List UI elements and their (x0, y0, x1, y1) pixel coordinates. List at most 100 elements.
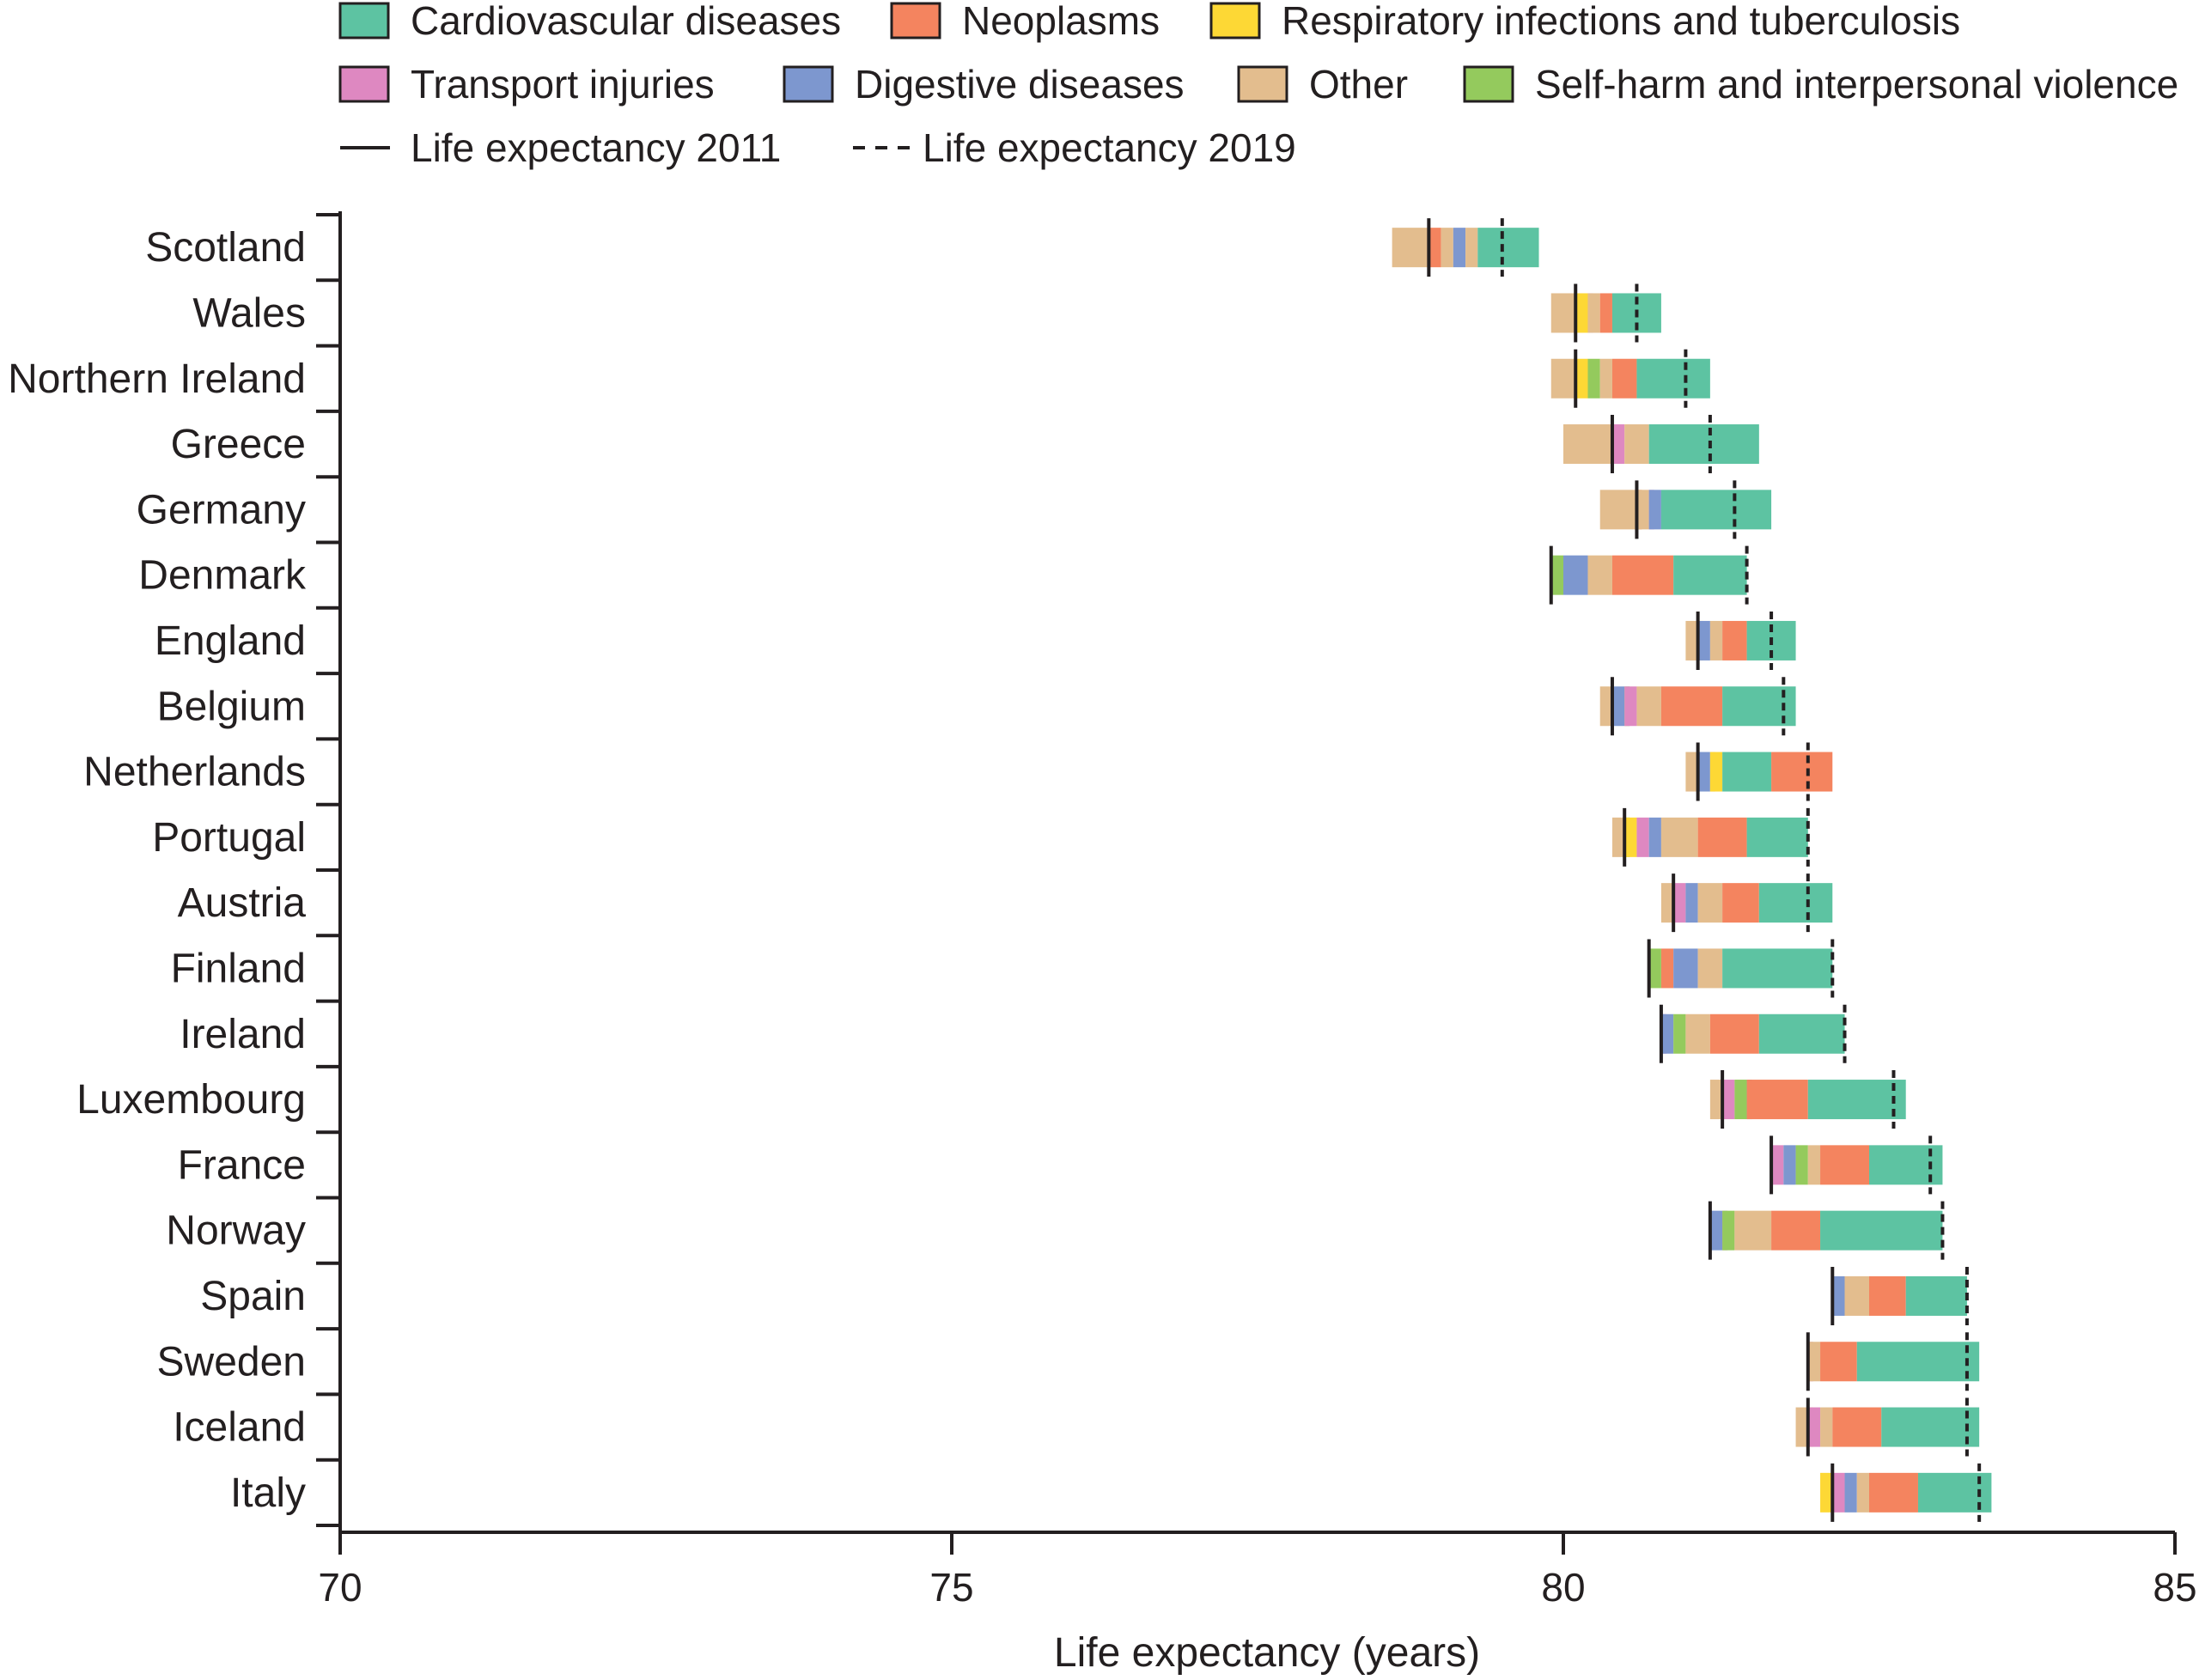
legend-swatch-other (1237, 65, 1288, 103)
bar-segment-transport (1807, 1407, 1821, 1447)
bar-group-scotland (1392, 218, 1539, 277)
y-tick-label: England (155, 618, 306, 664)
bar-segment-other (1697, 883, 1723, 923)
y-tick-label: France (178, 1142, 306, 1188)
bar-group-greece (1563, 415, 1759, 474)
bar-segment-transport (1832, 1472, 1845, 1513)
y-tick-label: Northern Ireland (8, 356, 306, 402)
bar-segment-other (1685, 752, 1698, 792)
y-tick-label: Greece (171, 422, 306, 467)
y-tick-label: Ireland (180, 1012, 306, 1057)
bar-segment-resp (1575, 358, 1588, 399)
bar-segment-other (1563, 424, 1612, 465)
bar-segment-transport (1624, 686, 1637, 727)
bar-segment-other (1856, 1472, 1869, 1513)
legend-label-digestive: Digestive diseases (855, 62, 1185, 107)
bar-group-iceland (1795, 1397, 1980, 1457)
bar-segment-other (1709, 620, 1723, 660)
bar-group-spain (1830, 1266, 1969, 1325)
bar-segment-other (1820, 1407, 1833, 1447)
bar-group-sweden (1806, 1332, 1980, 1391)
bar-segment-other (1697, 948, 1723, 989)
bar-segment-selfharm (1550, 555, 1563, 595)
bar-segment-neo (1832, 1407, 1882, 1447)
bar-segment-other (1550, 293, 1576, 333)
bar-segment-neo (1746, 1080, 1808, 1120)
bar-segment-other (1844, 1275, 1869, 1316)
bar-segment-cvd (1807, 1080, 1906, 1120)
bar-segment-other (1685, 620, 1698, 660)
bar-segment-other (1611, 817, 1625, 857)
legend-label-neo: Neoplasms (962, 0, 1160, 43)
bar-group-luxembourg (1709, 1070, 1906, 1129)
bar-segment-cvd (1746, 817, 1808, 857)
bar-segment-neo (1869, 1472, 1918, 1513)
bar-segment-neo (1820, 1145, 1869, 1185)
bar-group-wales (1550, 283, 1661, 343)
bar-segment-cvd (1905, 1275, 1967, 1316)
y-tick-label: Norway (166, 1208, 306, 1254)
bar-segment-neo (1660, 948, 1674, 989)
bar-segment-resp (1624, 817, 1637, 857)
bar-group-germany (1599, 480, 1772, 539)
bar-segment-selfharm (1734, 1080, 1747, 1120)
bar-segment-transport (1722, 1080, 1735, 1120)
legend-label-selfharm: Self-harm and interpersonal violence (1535, 62, 2178, 107)
bar-group-northern-ireland (1550, 349, 1710, 408)
bar-segment-digestive (1563, 555, 1588, 595)
bar-segment-cvd (1856, 1342, 1980, 1382)
bar-group-austria (1660, 873, 1833, 933)
bar-segment-cvd (1636, 358, 1710, 399)
bar-segment-other (1441, 228, 1453, 268)
bar-segment-other (1685, 1013, 1710, 1054)
bar-segment-digestive (1709, 1210, 1723, 1251)
bar-segment-neo (1428, 228, 1441, 268)
plot-area (1392, 218, 1992, 1522)
bar-segment-transport (1611, 424, 1625, 465)
bar-segment-cvd (1648, 424, 1759, 465)
bar-segment-digestive (1648, 490, 1661, 530)
y-tick-label: Denmark (138, 553, 307, 599)
bar-group-ireland (1659, 1004, 1847, 1063)
legend-label-le2019: Life expectancy 2019 (923, 125, 1296, 170)
bar-group-england (1685, 611, 1796, 670)
bar-segment-neo (1722, 883, 1759, 923)
y-tick-label: Belgium (157, 684, 306, 729)
bar-segment-resp (1709, 752, 1723, 792)
bar-segment-neo (1820, 1342, 1857, 1382)
bar-segment-digestive (1832, 1275, 1845, 1316)
y-tick-label: Germany (137, 487, 306, 533)
legend-swatch-digestive (783, 65, 834, 103)
y-tick-label: Portugal (152, 815, 306, 861)
bar-group-portugal (1611, 807, 1810, 867)
bar-segment-cvd (1722, 752, 1772, 792)
legend: Cardiovascular diseases Neoplasms Respirat… (338, 0, 2178, 170)
bar-segment-cvd (1660, 490, 1772, 530)
legend-label-resp: Respiratory infections and tuberculosis (1282, 0, 1960, 43)
bar-segment-digestive (1697, 752, 1710, 792)
bar-segment-resp (1820, 1472, 1833, 1513)
y-tick-label: Sweden (157, 1339, 306, 1385)
bar-segment-selfharm (1673, 1013, 1686, 1054)
bar-segment-cvd (1820, 1210, 1943, 1251)
bar-group-finland (1647, 939, 1835, 998)
bar-segment-cvd (1722, 948, 1833, 989)
bar-segment-other (1599, 490, 1637, 530)
bar-group-italy (1820, 1463, 1992, 1522)
bar-segment-other (1587, 555, 1612, 595)
bar-segment-digestive (1783, 1145, 1796, 1185)
bar-segment-other (1636, 490, 1649, 530)
bar-segment-digestive (1673, 948, 1698, 989)
bar-segment-neo (1722, 620, 1747, 660)
bar-segment-neo (1771, 1210, 1821, 1251)
legend-swatch-selfharm (1463, 65, 1514, 103)
y-tick-label: Spain (200, 1274, 306, 1319)
y-tick-label: Luxembourg (76, 1077, 306, 1123)
bar-segment-selfharm (1795, 1145, 1808, 1185)
bar-segment-digestive (1844, 1472, 1857, 1513)
bar-segment-cvd (1477, 228, 1539, 268)
bar-segment-digestive (1660, 1013, 1674, 1054)
bar-segment-other (1660, 817, 1698, 857)
x-tick-label: 75 (929, 1565, 973, 1610)
